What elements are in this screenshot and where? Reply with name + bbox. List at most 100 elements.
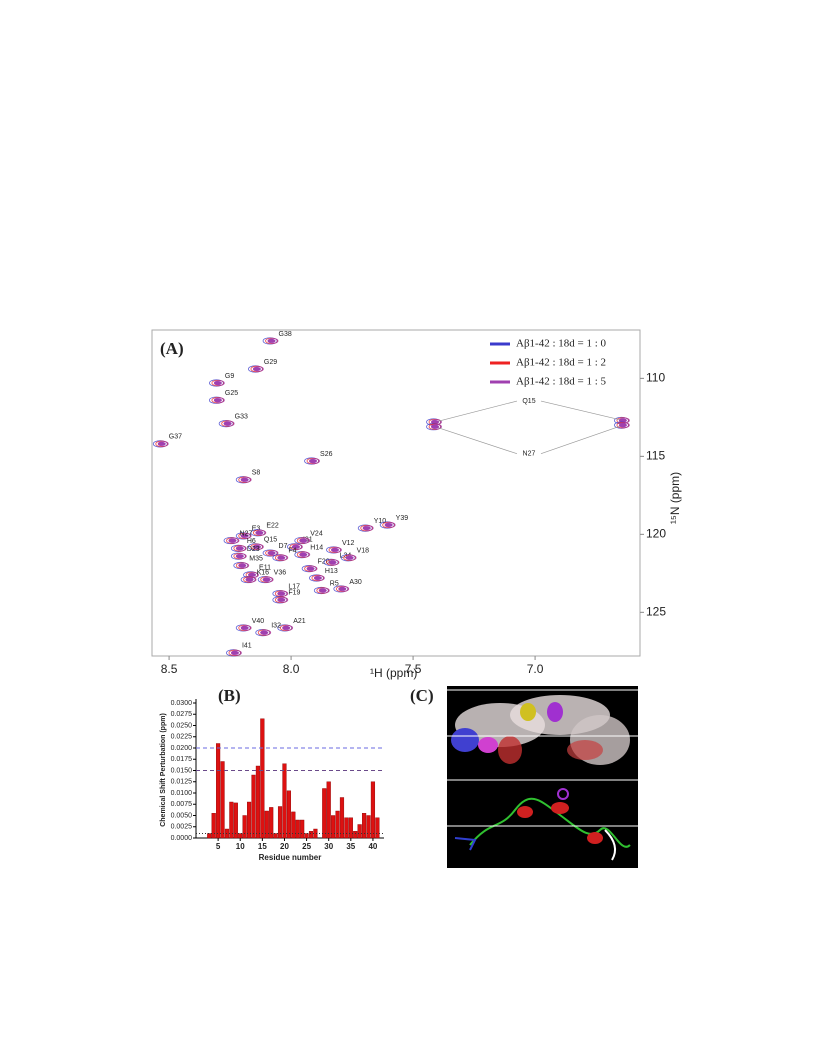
peak-contour [426, 423, 441, 431]
bar [362, 813, 367, 839]
peak-contour [238, 624, 252, 632]
peak-label: A21 [293, 618, 306, 625]
bar [366, 815, 371, 839]
y-tick-label: 115 [646, 449, 665, 463]
peak-label: E11 [259, 565, 271, 572]
peak-contour [326, 546, 341, 554]
peak [277, 597, 286, 602]
bar [291, 811, 296, 839]
peak [223, 421, 232, 426]
peak-contour [260, 576, 274, 583]
bar [242, 815, 247, 839]
peak-contour [382, 521, 396, 529]
peak-contour [235, 624, 251, 632]
peak [282, 625, 291, 630]
peak [306, 566, 315, 571]
peak-label: V12 [342, 540, 355, 547]
peak-contour [326, 559, 339, 566]
y-tick-label: 0.0175 [171, 756, 193, 763]
bar [348, 817, 353, 839]
peak-contour [243, 576, 257, 583]
bar [273, 833, 278, 839]
bar [207, 833, 212, 839]
x-tick-label: 7.0 [527, 662, 544, 676]
peak-contour [316, 587, 330, 594]
y-tick-label: 0.0225 [171, 734, 193, 741]
bar [264, 810, 269, 839]
peak [157, 441, 166, 446]
peak-label: E3 [252, 526, 261, 533]
peak-contour [235, 562, 249, 569]
peak-contour [248, 543, 263, 551]
leader-line [540, 400, 624, 421]
y-tick-label: 0.0000 [171, 835, 193, 842]
peak-contour [333, 585, 349, 593]
legend-label: Aβ1-42 : 18d = 1 : 0 [516, 338, 607, 350]
peak-contour [152, 440, 168, 448]
bar [308, 831, 314, 839]
peak-contour [323, 558, 339, 567]
peak [260, 630, 269, 635]
peak [277, 591, 286, 596]
peak-contour [343, 554, 357, 561]
x-axis-title: Residue number [259, 853, 322, 862]
peak [328, 560, 337, 565]
bar [295, 819, 300, 839]
peak-contour [265, 337, 278, 345]
peak [248, 572, 257, 577]
x-tick-label: 10 [236, 842, 245, 851]
peak-contour [294, 551, 310, 559]
peak-label: G9 [225, 373, 234, 380]
peak-contour [250, 543, 264, 551]
peak [618, 418, 627, 423]
x-tick-label: 25 [302, 842, 311, 851]
y-tick-label: 0.0025 [171, 824, 193, 831]
bar [370, 781, 376, 839]
peak-label: I41 [242, 643, 252, 650]
bar [238, 833, 243, 839]
peak-contour [155, 440, 169, 448]
peak-contour [245, 571, 259, 579]
peak [240, 533, 249, 538]
y-tick-label: 0.0125 [171, 779, 193, 786]
peak-label: G25 [225, 390, 238, 397]
peak-contour [221, 420, 235, 427]
peak-contour [238, 532, 252, 540]
x-tick-label: 20 [280, 842, 289, 851]
peak-contour [304, 457, 319, 465]
peak-label: I32 [271, 622, 281, 629]
peak-label: V36 [274, 569, 287, 576]
peak-label: E22 [266, 523, 279, 530]
peak-label: D7 [279, 543, 288, 550]
peak-contour [255, 629, 271, 637]
bar [304, 833, 309, 839]
bar [229, 801, 234, 839]
y-tick-label: 0.0150 [171, 767, 193, 774]
peak-label: S26 [320, 451, 333, 458]
peak-label: K16 [257, 569, 270, 576]
peak-contour [301, 565, 317, 573]
y-tick-label: 0.0250 [171, 722, 193, 729]
bar [251, 774, 256, 839]
y-tick-label: 0.0275 [171, 711, 193, 718]
peak-contour [274, 596, 288, 604]
peak [309, 459, 318, 464]
peak [213, 398, 222, 403]
legend-label: Aβ1-42 : 18d = 1 : 2 [516, 357, 606, 369]
bar [247, 801, 252, 839]
peak-label: Y10 [374, 518, 387, 525]
peak-contour [379, 521, 395, 529]
peak-label: G33 [235, 413, 248, 420]
x-tick-label: 7.5 [405, 662, 422, 676]
peak-contour [252, 529, 266, 536]
peak [618, 423, 627, 428]
bar [335, 810, 340, 839]
peak-contour [211, 379, 225, 387]
peak-contour [296, 537, 310, 544]
peak [252, 366, 261, 371]
peak-contour [274, 554, 288, 561]
panel-a-label: (A) [160, 339, 184, 358]
peak-contour [360, 524, 374, 532]
bar [331, 815, 336, 839]
bar [353, 831, 358, 839]
